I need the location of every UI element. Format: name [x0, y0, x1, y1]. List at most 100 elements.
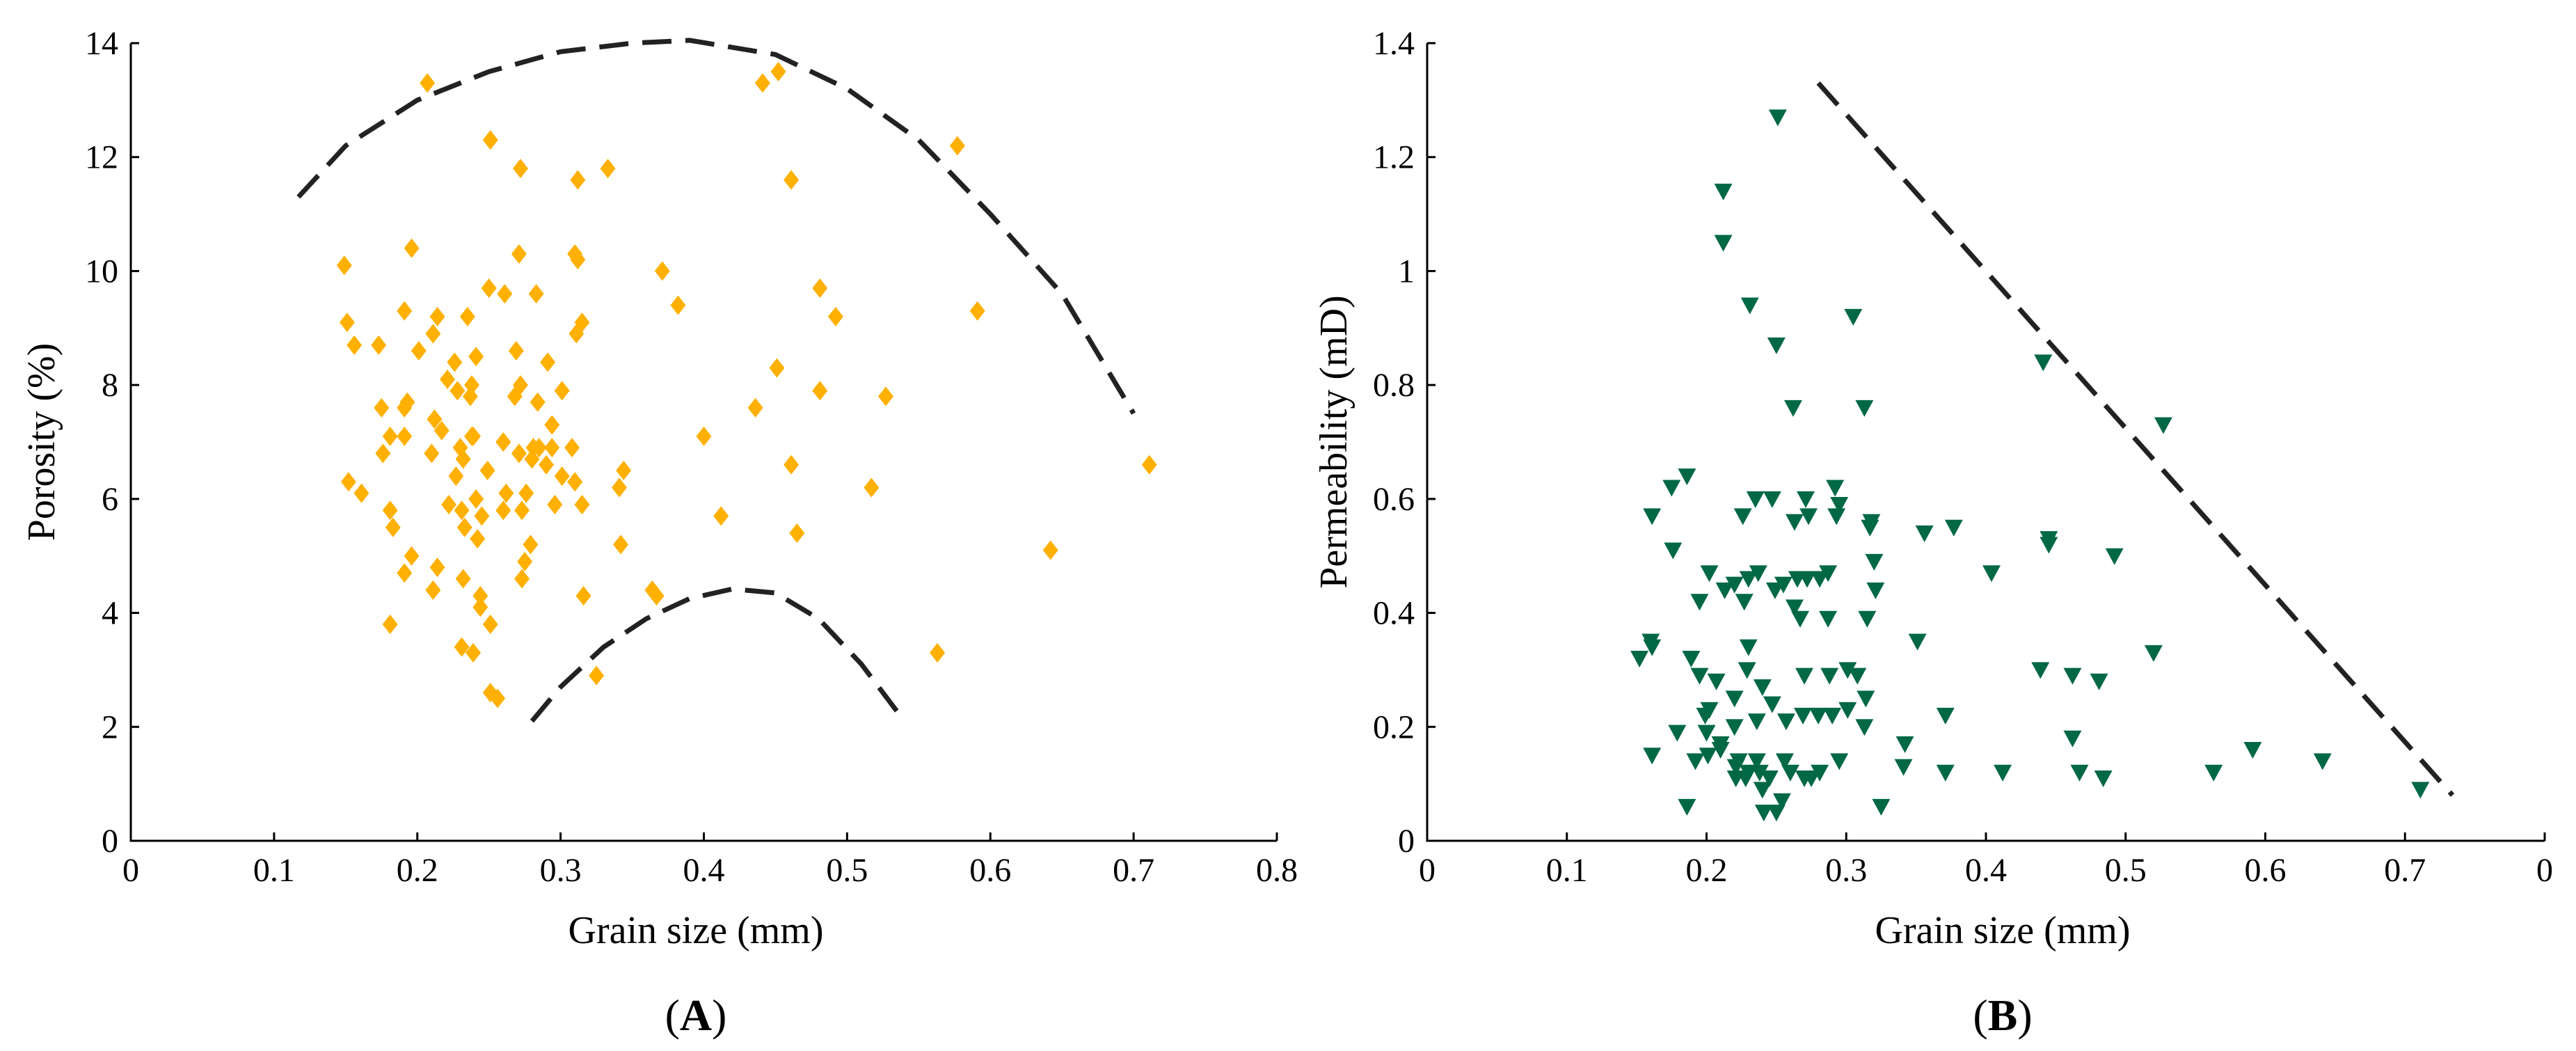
panel-a-data-point [827, 306, 843, 326]
panel-a-data-point [455, 449, 471, 469]
panel-a-data-point [353, 483, 369, 503]
panel-b-data-point [2040, 531, 2058, 548]
panel-a-data-point [482, 614, 498, 634]
panel-b-data-point [2411, 782, 2430, 799]
panel-a-data-point [511, 443, 527, 464]
panel-a-data-point [397, 563, 413, 583]
panel-a-data-point [713, 506, 729, 526]
panel-b-data-point [1936, 764, 1955, 782]
panel-a-data-point [474, 506, 490, 526]
panel-b-data-point [1855, 719, 1874, 736]
panel-a-data-point [877, 386, 893, 406]
panel-b-data-point [1739, 639, 1758, 656]
panel-b-data-point [1746, 491, 1765, 508]
panel-b-x-tick-label: 0.3 [1825, 852, 1867, 889]
panel-a-data-point [434, 420, 450, 441]
panel-b-data-point [1783, 400, 1802, 417]
panel-a-data-point [459, 306, 475, 326]
panel-a-data-point [441, 495, 457, 515]
panel-b-data-point [2154, 417, 2172, 434]
panel-a-data-point [670, 295, 686, 315]
panel-b-data-point [1643, 748, 1662, 765]
panel-a-data-point [613, 535, 629, 555]
panel-a-label: (A) [665, 990, 727, 1040]
panel-b-data-point [2063, 667, 2082, 685]
panel-b-data-point [1760, 770, 1779, 787]
panel-b-data-point [2105, 548, 2124, 565]
panel-b-data-point [1844, 308, 1863, 326]
panel-a-data-point [570, 170, 586, 190]
panel-b-x-tick-label: 0.1 [1546, 852, 1588, 889]
panel-a-data-point [468, 489, 484, 509]
panel-a-data-point [495, 500, 511, 521]
panel-a-points [336, 61, 1157, 709]
panel-a-data-point [574, 495, 590, 515]
panel-a-x-tick-label: 0.3 [540, 852, 582, 889]
panel-b-data-point [1738, 662, 1756, 679]
panel-a-data-point [524, 449, 540, 469]
panel-b-data-point [1857, 690, 1875, 708]
panel-b-data-point [1763, 491, 1781, 508]
panel-b-data-point [1740, 297, 1759, 315]
panel-b-data-point [1767, 337, 1786, 354]
panel-a-data-point [371, 335, 387, 355]
panel-b-data-point [1733, 508, 1752, 526]
panel-b-data-point [1711, 742, 1730, 759]
panel-a-data-point [539, 455, 555, 475]
panel-a-data-point [397, 301, 413, 321]
panel-b-data-point [1747, 753, 1766, 771]
panel-a-data-point [812, 278, 828, 298]
panel-a-data-point [514, 500, 530, 521]
panel-b-data-point [1664, 542, 1683, 560]
panel-b-data-point [1767, 805, 1786, 822]
panel-b-data-point [1682, 651, 1701, 668]
panel-a-data-point [382, 426, 398, 446]
panel-a-y-tick-label: 14 [85, 25, 118, 62]
panel-a-data-point [382, 614, 398, 634]
panel-a-data-point [770, 61, 786, 81]
panel-a-data-point [454, 500, 470, 521]
panel-b-data-point [1630, 651, 1649, 668]
panel-b-data-point [1754, 805, 1773, 822]
panel-b-data-point [1714, 235, 1733, 252]
panel-b-data-point [1690, 667, 1709, 685]
panel-b-data-point [1785, 514, 1804, 531]
panel-a-y-tick-label: 12 [85, 139, 118, 176]
panel-a-data-point [949, 136, 965, 156]
panel-b-y-tick-label: 1.2 [1373, 139, 1415, 176]
panel-a-data-point [425, 580, 441, 600]
panel-a-data-point [427, 409, 443, 429]
panel-b-data-point [2094, 770, 2113, 787]
panel-a-data-point [404, 238, 420, 258]
panel-b-data-point [1735, 594, 1754, 611]
panel-b-data-point [1700, 565, 1719, 583]
panel-a-porosity-chart: 0 0.1 0.2 0.3 0.4 0.5 0.6 0.7 0.8 0 2 4 6 8 10 12 14 Gr… [20, 25, 1298, 1040]
panel-a-y-ticks: 0 2 4 6 8 10 12 14 [85, 25, 139, 860]
panel-b-data-point [1697, 725, 1716, 742]
panel-a-data-point [466, 426, 482, 446]
panel-a-data-point [523, 535, 539, 555]
panel-b-data-point [1739, 571, 1758, 588]
panel-a-data-point [812, 381, 828, 401]
panel-b-data-point [2313, 753, 2332, 771]
panel-a-data-point [554, 381, 570, 401]
panel-a-x-axis-label: Grain size (mm) [569, 909, 824, 952]
panel-a-data-point [424, 443, 440, 464]
panel-a-data-point [397, 426, 413, 446]
panel-a-data-point [498, 483, 514, 503]
panel-b-upper-limit-line [1816, 81, 2455, 797]
panel-a-data-point [696, 426, 712, 446]
panel-b-data-point [1819, 610, 1838, 628]
panel-a-data-point [528, 284, 544, 304]
panel-b-data-point [1797, 491, 1815, 508]
panel-a-x-tick-label: 0.1 [253, 852, 295, 889]
panel-a-data-point [385, 517, 401, 537]
panel-a-data-point [472, 597, 488, 617]
panel-b-data-point [1700, 702, 1719, 719]
panel-b-x-axis-label: Grain size (mm) [1875, 909, 2131, 952]
panel-b-data-point [1736, 770, 1755, 787]
panel-b-data-point [1753, 782, 1772, 799]
panel-a-data-point [490, 688, 506, 709]
panel-b-data-point [1838, 662, 1857, 679]
